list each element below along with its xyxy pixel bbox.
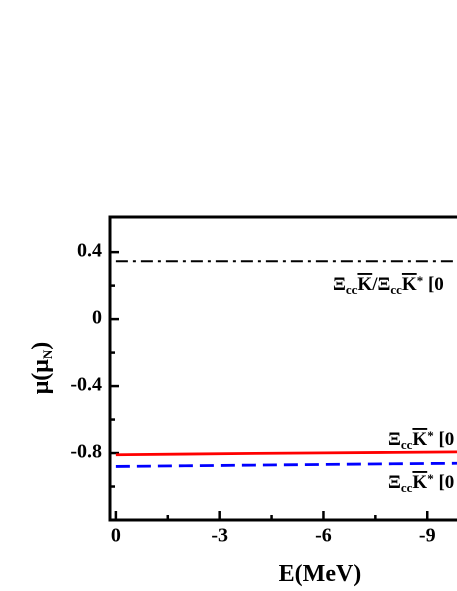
text-part: ): [28, 342, 54, 350]
text-part: [0: [434, 472, 455, 493]
x-tick-label: -6: [315, 525, 332, 547]
annotation: ΞccK* [0: [388, 428, 454, 452]
y-tick-label: 0: [92, 307, 102, 329]
text-part: μ(μ: [28, 359, 54, 395]
text-part: K: [402, 274, 417, 295]
annotation: ΞccK* [0: [388, 471, 454, 495]
text-part: cc: [401, 480, 413, 495]
text-part: N: [40, 349, 55, 359]
text-part: E(MeV): [279, 561, 362, 587]
text-part: *: [427, 471, 434, 486]
x-tick-label: 0: [111, 525, 121, 547]
text-part: /Ξ: [371, 274, 390, 295]
text-part: K: [357, 274, 372, 295]
series-line: [115, 461, 457, 468]
text-part: Ξ: [388, 472, 401, 493]
text-part: cc: [401, 437, 413, 452]
text-part: K: [412, 472, 427, 493]
text-part: Ξ: [388, 429, 401, 450]
x-tick-label: -3: [211, 525, 228, 547]
x-tick-label: -9: [419, 525, 436, 547]
x-axis-label: E(MeV): [279, 561, 362, 587]
y-tick-label: -0.8: [70, 441, 102, 463]
y-tick-label: -0.4: [70, 374, 102, 396]
y-axis-label: μ(μN): [28, 342, 55, 395]
text-part: Ξ: [333, 274, 346, 295]
text-part: cc: [390, 282, 402, 297]
annotation: ΞccK/ΞccK* [0: [333, 273, 444, 297]
text-part: *: [417, 273, 424, 288]
series-line: [115, 450, 457, 457]
text-part: K: [412, 429, 427, 450]
y-tick-label: 0.4: [77, 240, 102, 262]
text-part: [0: [434, 429, 455, 450]
text-part: *: [427, 428, 434, 443]
text-part: [0: [423, 274, 444, 295]
text-part: cc: [346, 282, 358, 297]
